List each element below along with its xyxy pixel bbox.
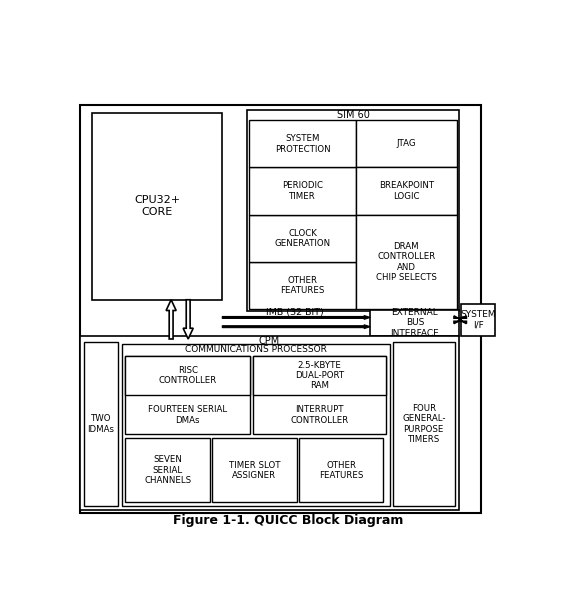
Text: TIMER SLOT
ASSIGNER: TIMER SLOT ASSIGNER: [229, 461, 280, 480]
Bar: [247, 110, 459, 311]
Text: SEVEN
SERIAL
CHANNELS: SEVEN SERIAL CHANNELS: [144, 455, 191, 485]
Text: SIM 60: SIM 60: [337, 110, 370, 120]
Bar: [83, 342, 118, 506]
Bar: [370, 310, 459, 336]
Bar: [253, 356, 386, 435]
Text: EXTERNAL
BUS
INTERFACE: EXTERNAL BUS INTERFACE: [391, 308, 439, 337]
Text: TWO
IDMAs: TWO IDMAs: [87, 414, 114, 434]
Text: SYSTEM
PROTECTION: SYSTEM PROTECTION: [275, 134, 330, 153]
Bar: [249, 215, 356, 262]
Bar: [356, 120, 457, 168]
Bar: [461, 304, 495, 336]
Bar: [393, 342, 455, 506]
Bar: [126, 356, 250, 395]
Text: IMB (32 BIT): IMB (32 BIT): [266, 308, 324, 317]
Text: PERIODIC
TIMER: PERIODIC TIMER: [282, 181, 323, 201]
Bar: [356, 215, 457, 309]
FancyArrow shape: [166, 300, 176, 339]
Bar: [126, 438, 210, 502]
Bar: [253, 356, 386, 395]
Text: Figure 1-1. QUICC Block Diagram: Figure 1-1. QUICC Block Diagram: [173, 514, 404, 527]
Text: CPM: CPM: [259, 336, 280, 346]
Polygon shape: [454, 316, 466, 324]
Text: SYSTEM
I/F: SYSTEM I/F: [460, 310, 496, 330]
Text: DRAM
CONTROLLER
AND
CHIP SELECTS: DRAM CONTROLLER AND CHIP SELECTS: [376, 242, 437, 282]
Bar: [249, 168, 356, 215]
Bar: [80, 105, 481, 513]
Bar: [249, 120, 356, 168]
Text: 2.5-KBYTE
DUAL-PORT
RAM: 2.5-KBYTE DUAL-PORT RAM: [295, 361, 344, 391]
Bar: [122, 343, 390, 506]
Bar: [126, 356, 250, 435]
Text: CPU32+
CORE: CPU32+ CORE: [134, 195, 180, 217]
FancyArrow shape: [222, 325, 370, 329]
Text: COMMUNICATIONS PROCESSOR: COMMUNICATIONS PROCESSOR: [185, 345, 327, 354]
Bar: [299, 438, 383, 502]
Text: JTAG: JTAG: [396, 139, 416, 149]
Bar: [92, 112, 222, 300]
Bar: [212, 438, 297, 502]
Text: BREAKPOINT
LOGIC: BREAKPOINT LOGIC: [379, 181, 434, 201]
Text: INTERRUPT
CONTROLLER: INTERRUPT CONTROLLER: [291, 405, 348, 424]
Text: FOURTEEN SERIAL
DMAs: FOURTEEN SERIAL DMAs: [148, 405, 227, 424]
Bar: [249, 262, 356, 309]
FancyArrow shape: [183, 300, 193, 339]
Text: FOUR
GENERAL-
PURPOSE
TIMERS: FOUR GENERAL- PURPOSE TIMERS: [402, 404, 445, 444]
Bar: [356, 168, 457, 215]
FancyArrow shape: [222, 316, 370, 319]
Bar: [80, 336, 459, 510]
Text: RISC
CONTROLLER: RISC CONTROLLER: [159, 366, 217, 385]
Text: CLOCK
GENERATION: CLOCK GENERATION: [274, 229, 330, 248]
Text: OTHER
FEATURES: OTHER FEATURES: [280, 276, 325, 295]
Text: OTHER
FEATURES: OTHER FEATURES: [319, 461, 364, 480]
